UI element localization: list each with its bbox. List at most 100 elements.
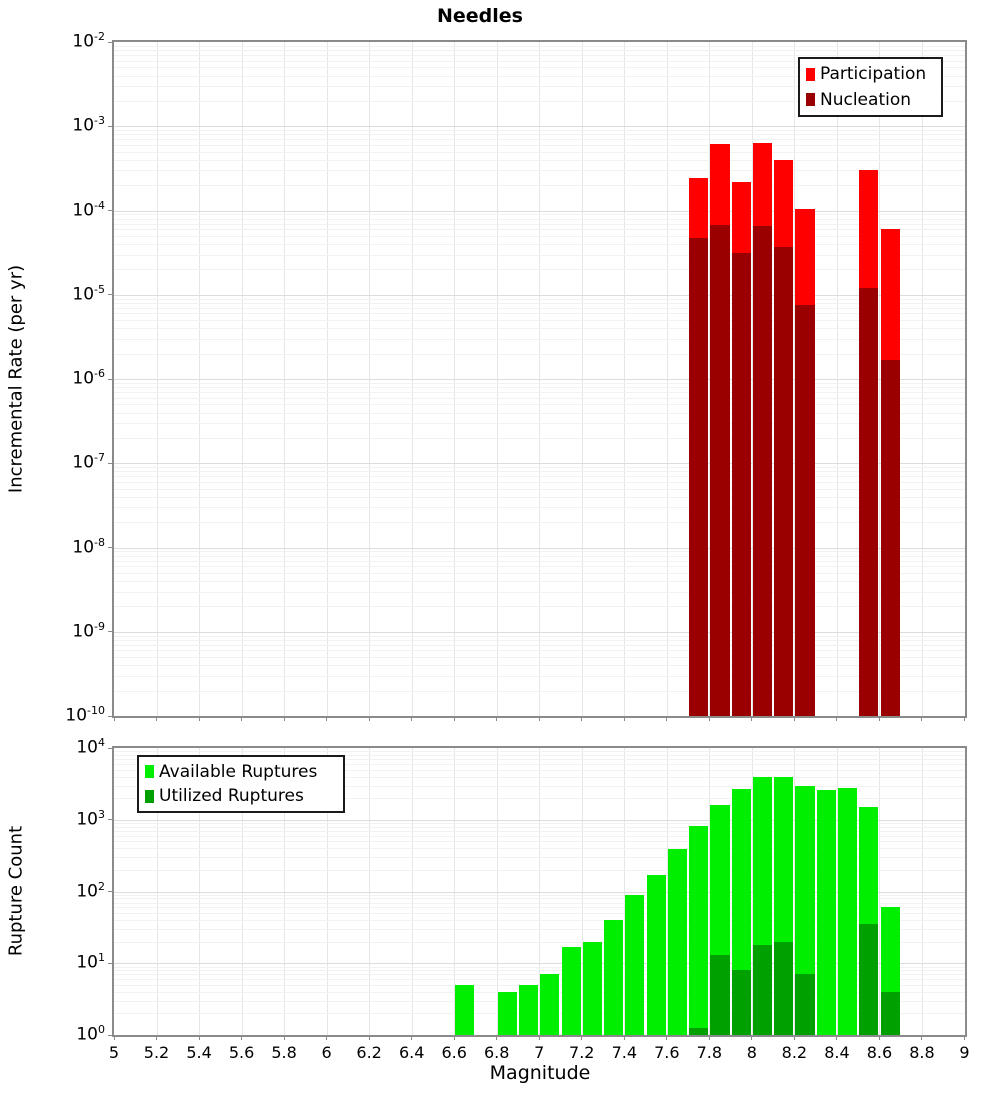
x-tick	[708, 1035, 710, 1040]
y-tick	[108, 378, 113, 380]
gridline	[114, 823, 965, 825]
y-tick	[108, 891, 113, 892]
gridline	[114, 185, 965, 187]
x-tick-label: 5.6	[228, 1043, 255, 1062]
gridline	[114, 984, 965, 986]
x-tick-label: 8.8	[909, 1043, 935, 1062]
utilized-ruptures-bar	[880, 991, 900, 1035]
y-tick	[108, 41, 113, 43]
gridline	[114, 471, 965, 473]
y-tick	[108, 547, 113, 548]
x-tick	[878, 716, 880, 721]
x-tick	[538, 716, 540, 721]
x-tick-label: 5.2	[143, 1043, 170, 1062]
gridline	[114, 891, 965, 893]
gridline	[114, 902, 965, 904]
x-tick	[411, 716, 413, 721]
nucleation-bar	[774, 246, 794, 716]
gridline	[114, 991, 965, 993]
gridline	[114, 437, 965, 439]
gridline	[114, 210, 965, 212]
gridline	[114, 798, 965, 800]
gridline	[114, 1000, 965, 1002]
gridline	[114, 644, 965, 646]
gridline	[114, 269, 965, 271]
gridline	[114, 894, 965, 896]
x-tick	[793, 1035, 795, 1040]
gridline	[114, 606, 965, 608]
gridline	[114, 929, 965, 931]
gridline	[114, 144, 965, 146]
x-tick-label: 8.6	[866, 1043, 893, 1062]
x-tick	[283, 716, 285, 721]
y-tick-label: 103	[76, 807, 105, 830]
gridline	[114, 294, 965, 296]
available-ruptures-bar	[795, 785, 815, 1035]
utilized-ruptures-bar	[774, 941, 794, 1035]
gridline	[114, 631, 965, 633]
available-ruptures-bar	[519, 984, 539, 1035]
x-tick	[113, 716, 115, 721]
gridline	[114, 130, 965, 132]
gridline	[114, 979, 965, 981]
x-tick	[793, 716, 795, 721]
rate-axis-label: Incremental Rate (per yr)	[5, 264, 27, 494]
x-tick	[368, 716, 370, 721]
gridline	[114, 941, 965, 943]
gridline	[114, 298, 965, 300]
y-tick-label: 104	[76, 736, 105, 758]
gridline	[114, 423, 965, 425]
utilized-ruptures-bar	[689, 1028, 709, 1035]
gridline	[114, 963, 965, 965]
nucleation-bar	[752, 226, 773, 716]
gridline	[114, 134, 965, 136]
y-tick	[108, 819, 113, 821]
gridline	[114, 841, 965, 843]
y-tick	[108, 962, 113, 964]
gridline	[114, 974, 965, 976]
x-tick	[666, 1035, 668, 1040]
available-ruptures-bar	[837, 787, 858, 1035]
gridline	[114, 50, 965, 52]
gridline	[114, 467, 965, 469]
y-tick	[108, 631, 113, 633]
x-tick-label: 8.2	[781, 1043, 808, 1062]
utilized-ruptures-bar	[710, 955, 730, 1035]
count-chart-legend: Available Ruptures Utilized Ruptures	[137, 755, 345, 813]
x-tick-label: 9	[959, 1043, 970, 1062]
gridline	[114, 307, 965, 309]
gridline	[114, 835, 965, 837]
legend-row-available: Available Ruptures	[145, 762, 335, 782]
gridline	[114, 55, 965, 57]
gridline	[114, 690, 965, 692]
x-tick-label: 6	[321, 1043, 332, 1062]
gridline	[114, 566, 965, 568]
x-tick	[581, 1035, 583, 1040]
gridline	[114, 572, 965, 574]
x-tick	[878, 1035, 880, 1040]
gridline	[114, 328, 965, 330]
available-ruptures-bar	[455, 984, 475, 1035]
nucleation-bar	[859, 288, 879, 716]
gridline	[114, 869, 965, 871]
gridline	[114, 75, 965, 77]
x-tick	[241, 716, 243, 721]
gridline	[114, 488, 965, 490]
available-ruptures-bar	[689, 825, 709, 1035]
gridline	[114, 639, 965, 641]
available-ruptures-bar	[646, 874, 666, 1035]
y-tick-label: 102	[76, 879, 105, 902]
gridline	[114, 235, 965, 237]
gridline	[114, 966, 965, 968]
gridline	[114, 819, 965, 821]
nucleation-swatch-icon	[806, 93, 815, 107]
legend-row-utilized: Utilized Ruptures	[145, 786, 335, 806]
gridline	[114, 826, 965, 828]
x-tick-label: 5.8	[271, 1043, 297, 1062]
gridline	[114, 353, 965, 355]
gridline	[114, 229, 965, 231]
utilized-ruptures-legend-label: Utilized Ruptures	[159, 786, 304, 807]
gridline	[114, 218, 965, 220]
gridline	[114, 320, 965, 322]
nucleation-bar	[689, 238, 709, 716]
